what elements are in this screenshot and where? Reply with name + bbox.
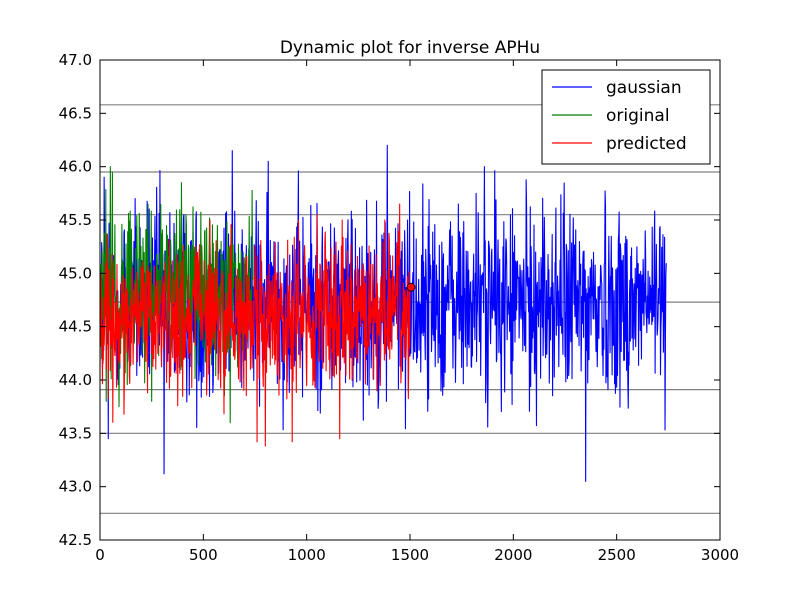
y-tick-label: 44.5 <box>59 318 92 336</box>
y-tick-label: 47.0 <box>59 51 92 69</box>
series-line-predicted <box>100 203 411 447</box>
x-tick-label: 1500 <box>391 546 429 564</box>
y-tick-label: 46.0 <box>59 158 92 176</box>
legend-label-predicted: predicted <box>606 134 687 154</box>
predicted-end-marker <box>406 282 416 292</box>
y-tick-label: 43.0 <box>59 478 92 496</box>
y-tick-label: 44.0 <box>59 371 92 389</box>
y-tick-label: 45.5 <box>59 211 92 229</box>
axes: 0 500 1000 1500 2000 2500 3000 42.5 43.0 43.5 44.0… <box>59 51 740 564</box>
x-tick-label: 0 <box>95 546 105 564</box>
y-tick-label: 43.5 <box>59 424 92 442</box>
chart-title: Dynamic plot for inverse APHu <box>280 38 540 58</box>
plot-area <box>100 104 720 514</box>
legend-label-gaussian: gaussian <box>606 78 682 98</box>
x-tick-label: 2500 <box>598 546 636 564</box>
legend: gaussian original predicted <box>541 69 711 165</box>
y-tick-label: 46.5 <box>59 104 92 122</box>
x-tick-label: 500 <box>189 546 218 564</box>
y-tick-label: 45.0 <box>59 264 92 282</box>
x-tick-label: 2000 <box>494 546 532 564</box>
x-tick-label: 1000 <box>288 546 326 564</box>
legend-box <box>541 69 711 165</box>
legend-label-original: original <box>606 106 670 126</box>
y-tick-label: 42.5 <box>59 531 92 549</box>
x-tick-label: 3000 <box>701 546 739 564</box>
